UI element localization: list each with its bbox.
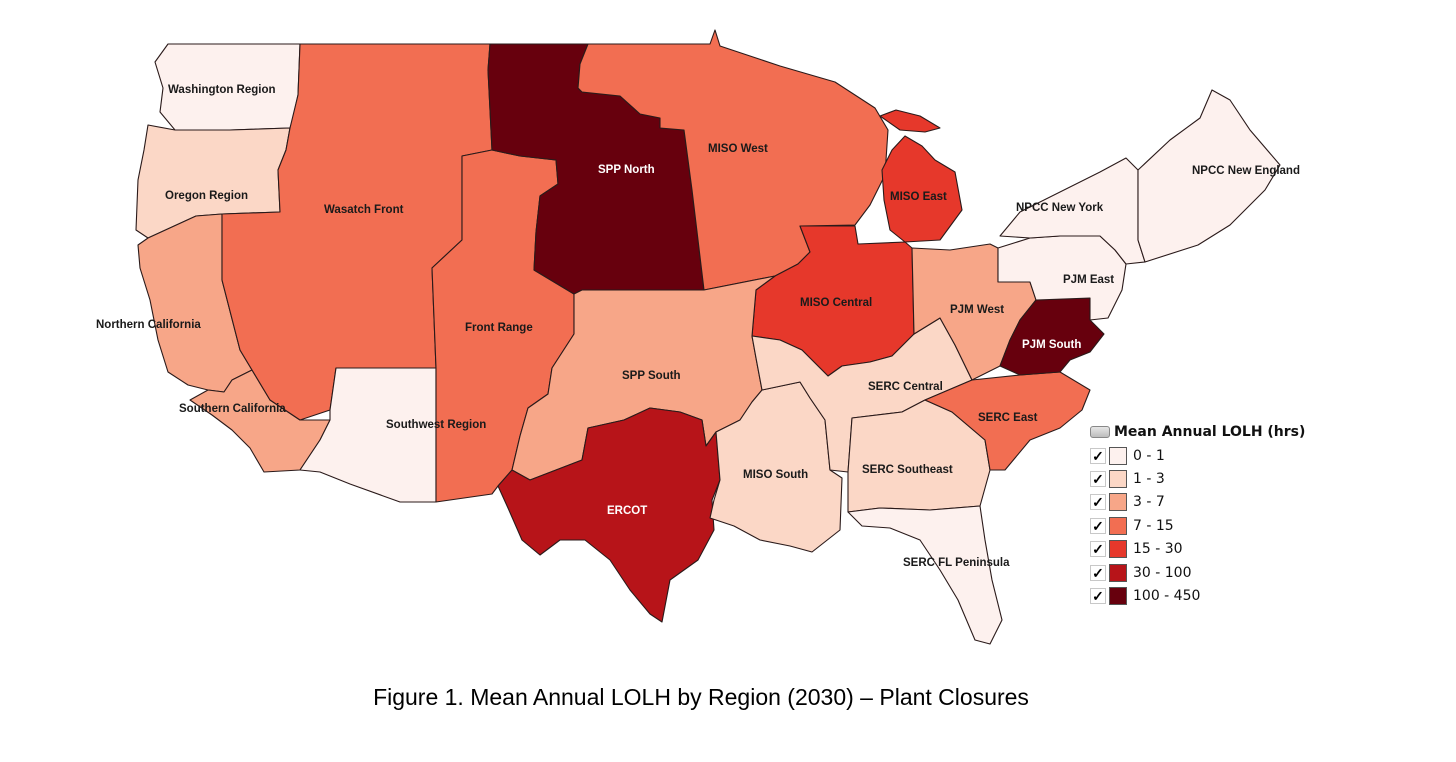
region-label-serc-fl: SERC FL Peninsula [903,557,1010,569]
figure-caption: Figure 1. Mean Annual LOLH by Region (20… [373,684,1029,710]
region-label-wasatch-front: Wasatch Front [324,204,404,216]
region-label-serc-central: SERC Central [868,381,943,393]
region-serc-southeast [847,399,991,513]
region-label-pjm-east: PJM East [1063,274,1114,286]
legend-item: ✓ 30 - 100 [1090,561,1330,584]
legend-title-text: Mean Annual LOLH (hrs) [1114,424,1306,440]
legend-label: 30 - 100 [1133,564,1192,581]
legend-swatch [1109,446,1127,465]
region-label-npcc-new-york: NPCC New York [1016,202,1104,214]
region-npcc-new-england [1137,89,1281,263]
region-label-npcc-new-england: NPCC New England [1192,165,1300,177]
legend-item: ✓ 3 - 7 [1090,491,1330,514]
region-label-front-range: Front Range [465,322,533,334]
region-label-northern-california: Northern California [96,319,201,331]
region-label-spp-south: SPP South [622,370,681,382]
legend-swatch [1109,563,1127,582]
legend-swatch [1109,470,1127,489]
region-miso-east [881,135,963,243]
legend-item: ✓ 100 - 450 [1090,584,1330,607]
checkbox-icon[interactable]: ✓ [1090,447,1106,464]
region-label-southern-california: Southern California [179,403,286,415]
region-label-oregon: Oregon Region [165,190,248,202]
region-ercot [497,407,721,623]
us-region-map: Washington Region Oregon Region Northern… [96,29,1300,645]
region-miso-east-upper [879,109,941,133]
legend-label: 1 - 3 [1133,471,1165,488]
legend-item: ✓ 1 - 3 [1090,467,1330,490]
checkbox-icon[interactable]: ✓ [1090,541,1106,558]
checkbox-icon[interactable]: ✓ [1090,564,1106,581]
legend-item: ✓ 7 - 15 [1090,514,1330,537]
region-label-miso-east: MISO East [890,191,947,203]
legend-swatch [1109,587,1127,606]
region-label-pjm-south: PJM South [1022,339,1081,351]
region-label-serc-east: SERC East [978,412,1038,424]
region-label-washington: Washington Region [168,84,276,96]
legend-swatch [1109,516,1127,535]
legend-label: 3 - 7 [1133,494,1165,511]
region-label-miso-south: MISO South [743,469,808,481]
legend-swatch [1109,493,1127,512]
layer-icon [1090,426,1110,438]
region-serc-fl [847,505,1003,645]
checkbox-icon[interactable]: ✓ [1090,588,1106,605]
region-label-ercot: ERCOT [607,505,647,517]
legend-label: 0 - 1 [1133,447,1165,464]
region-label-miso-west: MISO West [708,143,768,155]
region-label-pjm-west: PJM West [950,304,1004,316]
legend-item: ✓ 15 - 30 [1090,538,1330,561]
legend-swatch [1109,540,1127,559]
region-label-southwest: Southwest Region [386,419,486,431]
checkbox-icon[interactable]: ✓ [1090,494,1106,511]
region-label-serc-southeast: SERC Southeast [862,464,953,476]
checkbox-icon[interactable]: ✓ [1090,471,1106,488]
legend-title: Mean Annual LOLH (hrs) [1090,424,1330,440]
region-label-spp-north: SPP North [598,164,655,176]
legend-label: 15 - 30 [1133,541,1183,558]
checkbox-icon[interactable]: ✓ [1090,517,1106,534]
legend-label: 7 - 15 [1133,517,1174,534]
legend-label: 100 - 450 [1133,588,1201,605]
legend: Mean Annual LOLH (hrs) ✓ 0 - 1 ✓ 1 - 3 ✓… [1090,424,1330,608]
region-label-miso-central: MISO Central [800,297,872,309]
legend-item: ✓ 0 - 1 [1090,444,1330,467]
